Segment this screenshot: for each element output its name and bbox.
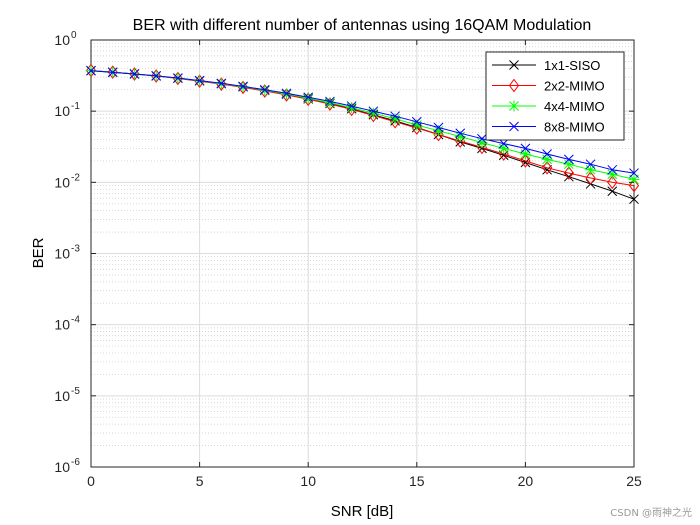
x-tick-label: 15	[409, 473, 425, 489]
series-8x8-MIMO	[86, 65, 639, 178]
x-tick-label: 10	[300, 473, 316, 489]
chart-title: BER with different number of antennas us…	[133, 17, 592, 34]
data-point-marker	[607, 164, 618, 175]
data-point-marker	[151, 69, 162, 83]
series-line	[90, 70, 635, 174]
data-point-marker	[498, 142, 510, 154]
data-point-marker	[628, 173, 640, 185]
data-point-marker	[259, 84, 270, 95]
y-tick-exponent: 0	[71, 30, 77, 41]
data-point-marker	[520, 143, 531, 154]
legend-label: 2x2-MIMO	[544, 79, 605, 94]
series-layer	[85, 63, 640, 205]
y-tick-label: 10	[54, 174, 70, 190]
data-point-marker	[509, 60, 519, 70]
data-point-marker	[519, 148, 531, 160]
y-tick-label: 10	[54, 388, 70, 404]
data-point-marker	[367, 107, 379, 119]
data-point-marker	[454, 131, 466, 143]
legend-label: 1x1-SISO	[544, 58, 600, 73]
data-point-marker	[173, 73, 183, 83]
data-point-marker	[563, 166, 574, 180]
legend-label: 8x8-MIMO	[544, 120, 605, 135]
y-tick-label: 10	[54, 103, 70, 119]
x-tick-label: 25	[626, 473, 642, 489]
data-point-marker	[237, 80, 249, 95]
data-point-marker	[563, 158, 575, 170]
data-point-marker	[607, 186, 618, 197]
data-point-marker	[498, 138, 509, 149]
data-point-marker	[508, 100, 520, 112]
data-point-marker	[541, 160, 553, 175]
y-tick-label: 10	[54, 246, 70, 262]
data-point-marker	[629, 168, 639, 178]
data-point-marker	[368, 106, 379, 117]
data-point-marker	[542, 149, 552, 159]
data-point-marker	[433, 122, 444, 133]
data-point-marker	[389, 113, 401, 125]
y-tick-exponent: -4	[71, 315, 80, 326]
y-tick-exponent: -3	[71, 244, 80, 255]
y-tick-exponent: -1	[71, 101, 80, 112]
y-axis-label: BER	[30, 237, 47, 268]
data-point-marker	[585, 159, 596, 170]
data-point-marker	[194, 74, 205, 88]
data-point-marker	[172, 71, 184, 86]
legend-label: 4x4-MIMO	[544, 99, 605, 114]
y-tick-label: 10	[54, 317, 70, 333]
data-point-marker	[628, 178, 640, 193]
data-point-marker	[508, 78, 520, 93]
data-point-marker	[85, 63, 97, 78]
data-point-marker	[346, 101, 357, 111]
x-tick-label: 5	[196, 473, 204, 489]
data-point-marker	[216, 77, 227, 91]
y-tick-exponent: -2	[71, 172, 80, 183]
data-point-marker	[302, 92, 314, 104]
legend-box	[485, 51, 625, 141]
data-point-marker	[151, 71, 162, 81]
data-point-marker	[346, 102, 358, 114]
data-point-marker	[411, 116, 422, 127]
data-point-marker	[194, 75, 205, 86]
data-point-marker	[585, 164, 597, 176]
data-point-marker	[281, 88, 292, 99]
x-axis-label: SNR [dB]	[331, 503, 394, 520]
data-point-marker	[86, 65, 96, 76]
data-point-marker	[606, 168, 618, 180]
data-point-marker	[629, 194, 639, 205]
y-tick-label: 10	[54, 32, 70, 48]
data-point-marker	[216, 78, 227, 89]
data-point-marker	[455, 128, 466, 139]
x-tick-label: 20	[518, 473, 534, 489]
data-point-marker	[607, 175, 618, 190]
data-point-marker	[433, 125, 445, 137]
data-point-marker	[476, 137, 488, 149]
data-point-marker	[509, 121, 519, 132]
data-point-marker	[325, 96, 335, 107]
data-point-marker	[477, 133, 487, 144]
data-point-marker	[303, 92, 314, 103]
x-tick-label: 0	[87, 473, 95, 489]
data-point-marker	[238, 81, 248, 92]
data-point-marker	[129, 67, 140, 81]
data-point-marker	[411, 119, 423, 131]
legend: 1x1-SISO 2x2-MIMO 4x4-MIMO 8x8-MIMO	[485, 51, 625, 141]
data-point-marker	[433, 127, 444, 142]
y-tick-exponent: -6	[71, 457, 80, 468]
watermark: CSDN @雨神之光	[610, 508, 692, 519]
y-tick-label: 10	[54, 459, 70, 475]
data-point-marker	[107, 67, 118, 78]
data-point-marker	[129, 69, 140, 79]
data-point-marker	[390, 111, 400, 122]
y-tick-exponent: -5	[71, 386, 80, 397]
data-point-marker	[324, 97, 336, 109]
data-point-marker	[563, 154, 574, 165]
data-point-marker	[585, 171, 596, 185]
data-point-marker	[107, 65, 118, 80]
data-point-marker	[541, 153, 553, 165]
data-point-marker	[520, 154, 531, 168]
